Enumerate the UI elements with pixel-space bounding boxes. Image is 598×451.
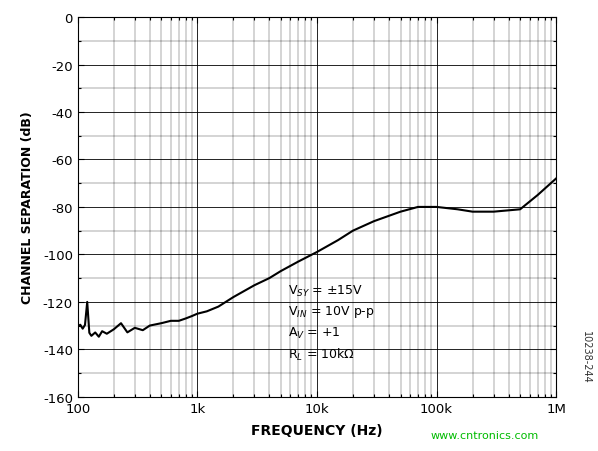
X-axis label: FREQUENCY (Hz): FREQUENCY (Hz) bbox=[251, 423, 383, 437]
Text: V$_{SY}$ = ±15V
V$_{IN}$ = 10V p-p
A$_{V}$ = +1
R$_{L}$ = 10kΩ: V$_{SY}$ = ±15V V$_{IN}$ = 10V p-p A$_{V… bbox=[288, 283, 375, 362]
Y-axis label: CHANNEL SEPARATION (dB): CHANNEL SEPARATION (dB) bbox=[22, 111, 35, 304]
Text: 10238-244: 10238-244 bbox=[581, 331, 591, 383]
Text: www.cntronics.com: www.cntronics.com bbox=[431, 430, 539, 440]
